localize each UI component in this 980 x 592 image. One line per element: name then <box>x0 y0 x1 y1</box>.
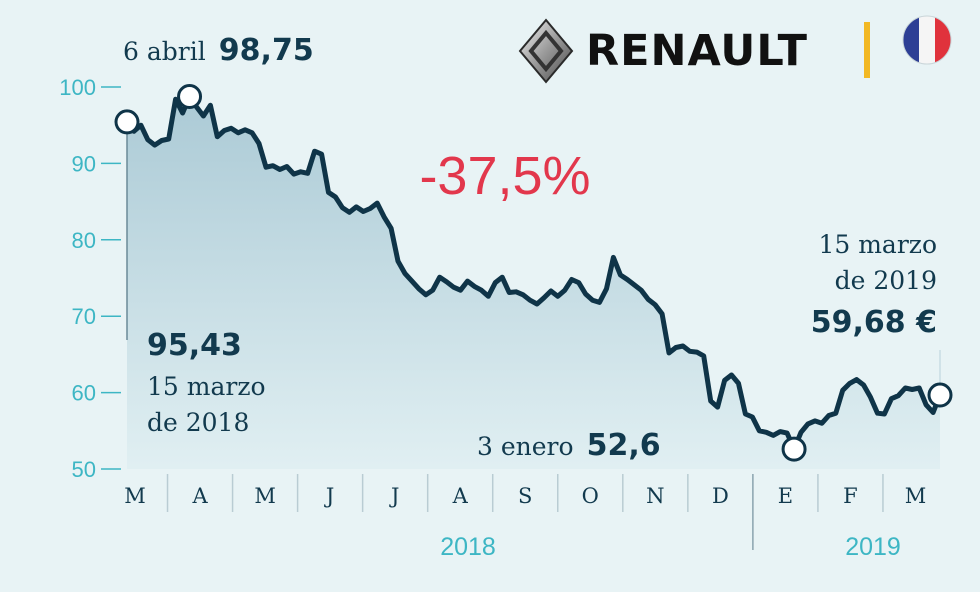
max-annotation: 6 abril 98,75 <box>123 33 314 68</box>
price-marker <box>177 84 203 110</box>
y-tick-label: 100 <box>59 75 96 100</box>
renault-logo-icon <box>518 18 574 84</box>
y-tick-label: 70 <box>72 304 96 329</box>
end-date-line1: 15 marzo <box>818 230 937 259</box>
start-value-label: 95,43 <box>147 328 242 363</box>
max-date-label: 6 abril <box>123 37 206 66</box>
price-marker <box>114 109 140 135</box>
y-tick-label: 60 <box>72 381 96 406</box>
price-area <box>127 96 940 469</box>
min-annotation: 3 enero 52,6 <box>477 428 661 463</box>
start-date-line1: 15 marzo <box>147 372 266 401</box>
month-label: M <box>124 484 146 508</box>
price-marker <box>781 436 807 462</box>
start-date-line2: de 2018 <box>147 408 249 437</box>
end-date-line2: de 2019 <box>835 266 937 295</box>
month-label: J <box>389 484 399 508</box>
x-axis-band <box>122 471 943 521</box>
x-axis: M A M J J A S O N D E F M 2018 2019 <box>122 471 943 561</box>
month-label: M <box>905 484 927 508</box>
france-flag-icon <box>902 15 952 65</box>
percent-change-label: -37,5% <box>419 146 590 206</box>
year-label-2018: 2018 <box>440 533 496 561</box>
y-axis: 100 90 80 70 60 50 <box>59 75 121 482</box>
end-value-label: 59,68 € <box>811 305 937 340</box>
month-label: F <box>843 484 858 508</box>
month-label: A <box>191 484 208 508</box>
y-tick-label: 90 <box>72 151 96 176</box>
max-value-label: 98,75 <box>219 33 314 68</box>
price-marker <box>927 382 953 408</box>
price-markers <box>114 84 953 462</box>
month-label: D <box>712 484 729 508</box>
y-tick-label: 50 <box>72 457 96 482</box>
month-label: N <box>646 484 664 508</box>
month-label: O <box>582 484 599 508</box>
month-label: E <box>778 484 793 508</box>
month-label: S <box>518 484 532 508</box>
brand-name: RENAULT <box>586 26 808 76</box>
brand-accent-bar <box>864 22 870 78</box>
price-line <box>124 94 943 452</box>
month-label: M <box>254 484 276 508</box>
year-label-2019: 2019 <box>845 533 901 561</box>
month-label: J <box>324 484 334 508</box>
min-value-label: 52,6 <box>587 428 661 463</box>
y-tick-label: 80 <box>72 228 96 253</box>
min-date-label: 3 enero <box>477 432 574 461</box>
month-label: A <box>452 484 469 508</box>
